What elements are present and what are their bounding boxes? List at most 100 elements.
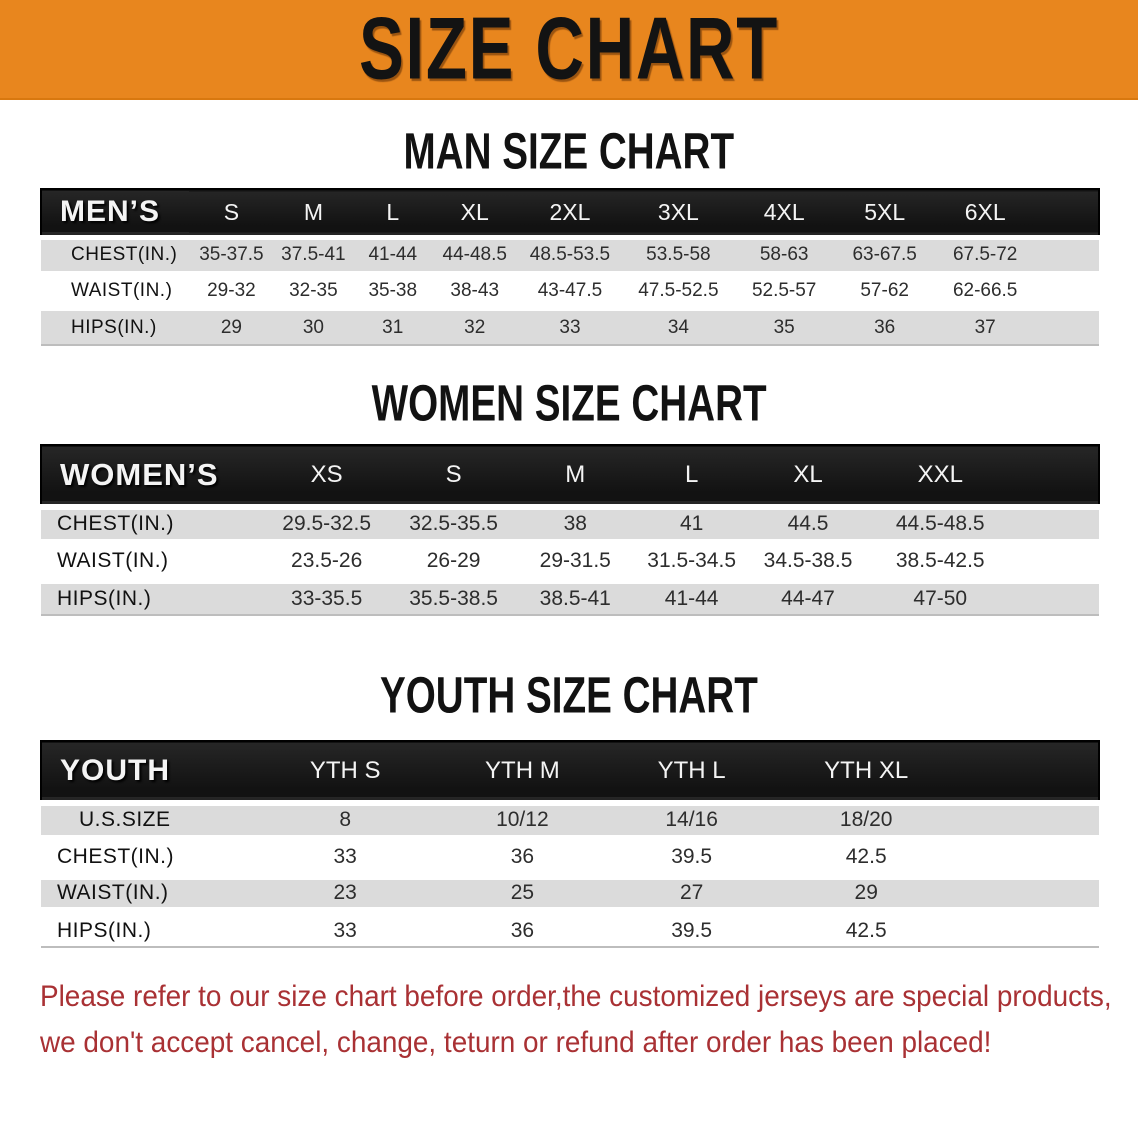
size-value-cell: 32 [464, 316, 486, 338]
size-value-cell: 37.5-41 [281, 244, 346, 266]
size-value-cell: 34.5-38.5 [763, 549, 853, 572]
size-value-cell: 32-35 [289, 280, 338, 301]
size-value-cell: 31 [382, 316, 404, 338]
women-header-label: WOMEN’S [60, 457, 219, 492]
size-value-cell: 18/20 [839, 808, 893, 832]
women-chest-row: CHEST(IN.) 29.5-32.5 32.5-35.5 38 41 44.… [41, 507, 1099, 543]
women-waist-row: WAIST(IN.) 23.5-26 26-29 29-31.5 31.5-34… [41, 543, 1099, 579]
men-hips-row: HIPS(IN.) 29 30 31 32 33 34 35 36 37 [41, 309, 1099, 345]
size-value-cell: 14/16 [665, 808, 718, 832]
size-value-cell: 48.5-53.5 [529, 244, 611, 266]
spacer-cell [1014, 507, 1099, 543]
size-value-cell: 44-48.5 [442, 244, 507, 266]
men-col-header-5xl: 5XL [864, 198, 906, 225]
spacer-cell [1035, 237, 1099, 273]
spacer-cell [1035, 189, 1099, 237]
row-label: U.S.SIZE [79, 808, 171, 832]
size-value-cell: 44-47 [781, 586, 835, 610]
men-chest-row: CHEST(IN.) 35-37.5 37.5-41 41-44 44-48.5… [41, 237, 1099, 273]
size-value-cell: 23.5-26 [291, 549, 363, 572]
youth-header-row: YOUTH YTH S YTH M YTH L YTH XL [41, 741, 1099, 803]
row-label: CHEST(IN.) [57, 845, 174, 868]
size-value-cell: 62-66.5 [952, 280, 1018, 301]
men-section: MAN SIZE CHART MEN’S S M L XL 2XL 3XL 4X… [0, 122, 1138, 346]
size-value-cell: 33 [333, 845, 357, 868]
row-label: WAIST(IN.) [71, 280, 173, 301]
size-value-cell: 42.5 [845, 918, 887, 942]
size-value-cell: 44.5-48.5 [895, 512, 985, 536]
size-value-cell: 26-29 [426, 549, 481, 572]
size-value-cell: 39.5 [671, 845, 713, 868]
size-value-cell: 23 [333, 881, 357, 904]
youth-hips-row: HIPS(IN.) 33 36 39.5 42.5 [41, 911, 1099, 947]
size-value-cell: 31.5-34.5 [647, 549, 737, 572]
size-value-cell: 44.5 [787, 512, 829, 536]
spacer-cell [956, 741, 1099, 803]
women-col-header-l: L [684, 461, 699, 488]
men-header-label: MEN’S [60, 195, 161, 229]
row-label: CHEST(IN.) [71, 244, 178, 266]
size-value-cell: 32.5-35.5 [409, 512, 498, 536]
spacer-cell [956, 839, 1099, 875]
spacer-cell [1035, 273, 1099, 309]
size-value-cell: 29 [854, 881, 878, 904]
youth-header-label: YOUTH [60, 754, 170, 787]
row-label: WAIST(IN.) [57, 881, 169, 904]
footer-line-1: Please refer to our size chart before or… [40, 980, 1112, 1013]
women-size-table: WOMEN’S XS S M L XL XXL CHEST(IN.) 29.5-… [40, 444, 1100, 616]
women-col-header-m: M [565, 461, 586, 488]
row-label: HIPS(IN.) [71, 316, 157, 338]
spacer-cell [1014, 445, 1099, 507]
spacer-cell [1014, 579, 1099, 615]
size-value-cell: 30 [302, 316, 324, 338]
men-col-header-s: S [223, 198, 240, 225]
size-value-cell: 63-67.5 [852, 244, 917, 266]
men-col-header-3xl: 3XL [657, 198, 699, 225]
men-col-header-6xl: 6XL [964, 198, 1006, 225]
youth-ussize-row: U.S.SIZE 8 10/12 14/16 18/20 [41, 803, 1099, 839]
men-col-header-m: M [303, 198, 323, 225]
spacer-cell [956, 875, 1099, 911]
size-value-cell: 35-38 [368, 280, 418, 301]
women-col-header-xl: XL [793, 461, 823, 488]
men-header-row: MEN’S S M L XL 2XL 3XL 4XL 5XL 6XL [41, 189, 1099, 237]
men-col-header-4xl: 4XL [763, 198, 805, 225]
row-label: CHEST(IN.) [57, 512, 174, 536]
size-value-cell: 53.5-58 [646, 244, 711, 266]
size-value-cell: 8 [339, 808, 351, 832]
size-value-cell: 38.5-42.5 [895, 549, 985, 572]
men-size-table: MEN’S S M L XL 2XL 3XL 4XL 5XL 6XL CHEST… [40, 188, 1100, 346]
size-value-cell: 38-43 [450, 280, 500, 301]
men-col-header-l: L [386, 198, 400, 225]
youth-section: YOUTH SIZE CHART YOUTH YTH S YTH M YTH L… [0, 666, 1138, 948]
women-header-row: WOMEN’S XS S M L XL XXL [41, 445, 1099, 507]
size-value-cell: 42.5 [845, 845, 887, 868]
size-value-cell: 67.5-72 [952, 244, 1018, 266]
youth-waist-row: WAIST(IN.) 23 25 27 29 [41, 875, 1099, 911]
men-col-header-2xl: 2XL [549, 198, 591, 225]
spacer-cell [1014, 543, 1099, 579]
row-label: HIPS(IN.) [57, 586, 152, 610]
size-value-cell: 41-44 [368, 244, 418, 266]
size-value-cell: 27 [679, 881, 704, 904]
size-value-cell: 47-50 [913, 586, 968, 610]
youth-col-header-s: YTH S [309, 757, 381, 784]
footer-note: Please refer to our size chart before or… [0, 974, 1138, 1066]
size-value-cell: 47.5-52.5 [638, 280, 719, 301]
size-chart-banner: SIZE CHART [0, 0, 1138, 100]
size-value-cell: 41 [679, 512, 704, 536]
page-title: SIZE CHART [359, 0, 779, 98]
row-label: HIPS(IN.) [57, 918, 152, 942]
men-section-title: MAN SIZE CHART [403, 122, 735, 180]
men-waist-row: WAIST(IN.) 29-32 32-35 35-38 38-43 43-47… [41, 273, 1099, 309]
women-hips-row: HIPS(IN.) 33-35.5 35.5-38.5 38.5-41 41-4… [41, 579, 1099, 615]
youth-section-title-wrap: YOUTH SIZE CHART [0, 666, 1138, 723]
size-value-cell: 35.5-38.5 [409, 586, 498, 610]
youth-section-title: YOUTH SIZE CHART [380, 666, 758, 724]
size-value-cell: 43-47.5 [537, 280, 603, 301]
women-col-header-s: S [445, 461, 462, 488]
size-value-cell: 29-31.5 [539, 549, 611, 572]
size-value-cell: 58-63 [759, 244, 809, 266]
spacer-cell [1035, 309, 1099, 345]
row-label: WAIST(IN.) [57, 549, 169, 572]
